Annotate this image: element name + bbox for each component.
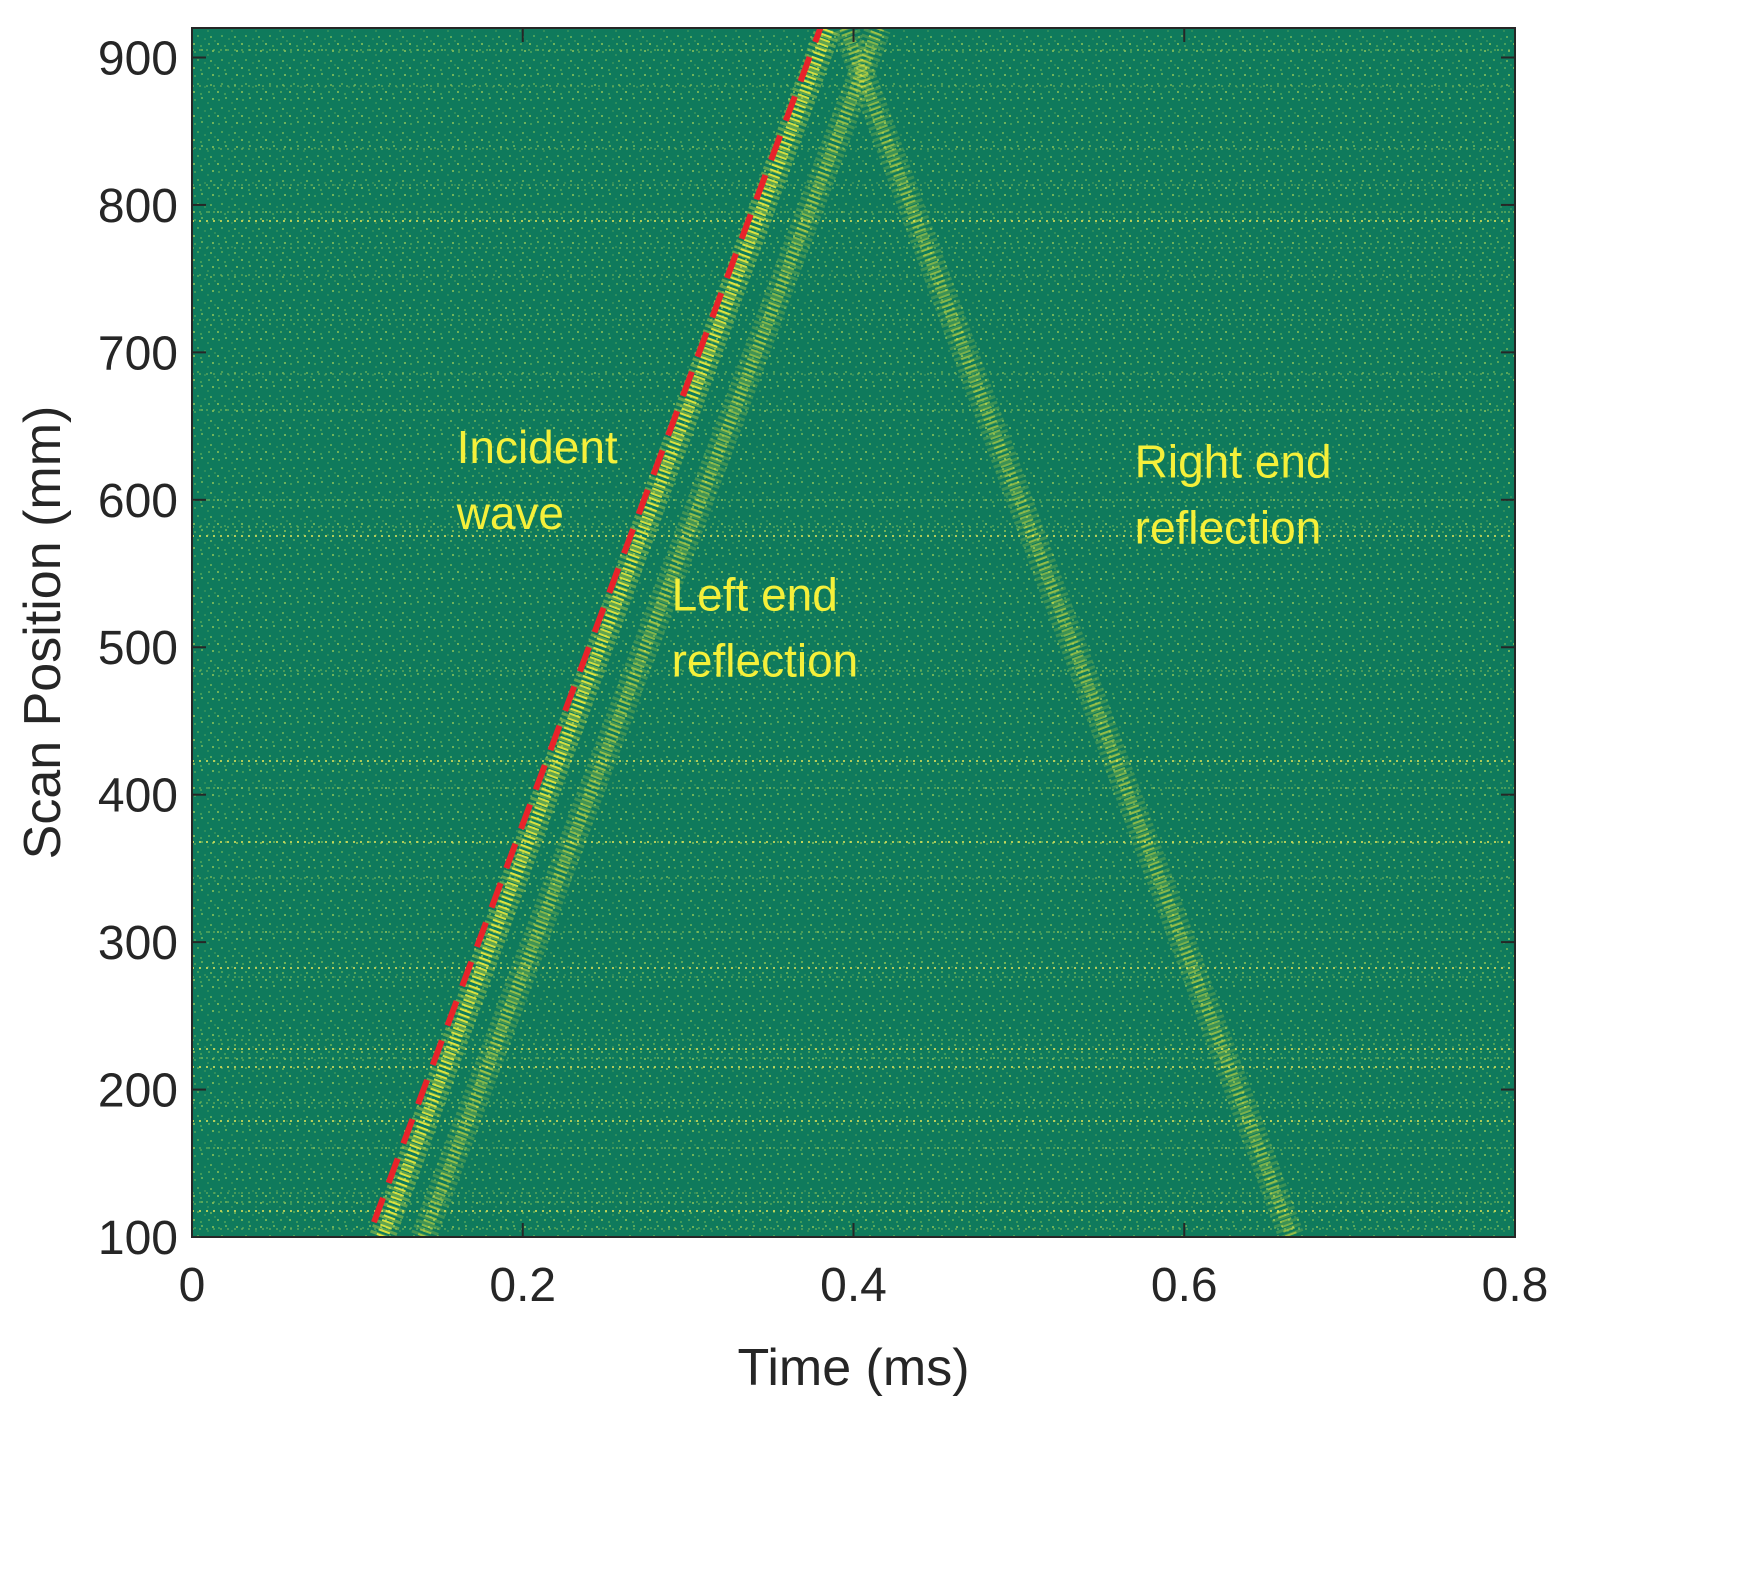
annotation-line: reflection — [1135, 502, 1322, 554]
heatmap-background — [192, 28, 1515, 1237]
y-tick-label: 800 — [98, 180, 178, 233]
x-axis: 0 0.2 0.4 0.6 0.8 — [179, 28, 1549, 1312]
annotations: Incident wave Left end reflection Right end r… — [456, 421, 1332, 686]
annotation-line: Left end — [672, 568, 838, 620]
y-tick-label: 400 — [98, 770, 178, 823]
wave-band-1 — [369, 28, 841, 1237]
y-axis-label: Scan Position (mm) — [14, 406, 72, 860]
x-tick-label: 0 — [179, 1259, 206, 1312]
annotation-3: Right end reflection — [1135, 436, 1332, 554]
y-axis: 100 200 300 400 500 600 700 800 900 — [98, 32, 1515, 1265]
x-tick-label: 0.2 — [489, 1259, 556, 1312]
annotation-2: Left end reflection — [672, 568, 859, 686]
y-tick-label: 200 — [98, 1065, 178, 1118]
y-tick-label: 500 — [98, 622, 178, 675]
x-tick-label: 0.8 — [1482, 1259, 1549, 1312]
wave-band-3 — [833, 28, 1304, 1237]
annotation-line: Incident — [457, 421, 618, 473]
y-tick-label: 300 — [98, 917, 178, 970]
y-tick-label: 600 — [98, 475, 178, 528]
x-axis-label: Time (ms) — [737, 1339, 969, 1397]
x-tick-label: 0.4 — [820, 1259, 887, 1312]
plot-area: Incident wave Left end reflection Right end r… — [192, 28, 1515, 1237]
y-tick-label: 700 — [98, 327, 178, 380]
wave-band-core-2 — [417, 28, 884, 1237]
y-tick-label: 900 — [98, 32, 178, 85]
annotation-line: Right end — [1135, 436, 1332, 488]
x-tick-label: 0.6 — [1151, 1259, 1218, 1312]
y-tick-label: 100 — [98, 1212, 178, 1265]
fit-line-group — [371, 28, 824, 1224]
fit-line — [371, 28, 824, 1224]
annotation-1: Incident wave — [456, 421, 618, 539]
annotation-line: reflection — [672, 634, 859, 686]
wave-bands — [369, 28, 1304, 1237]
annotation-line: wave — [456, 487, 564, 539]
